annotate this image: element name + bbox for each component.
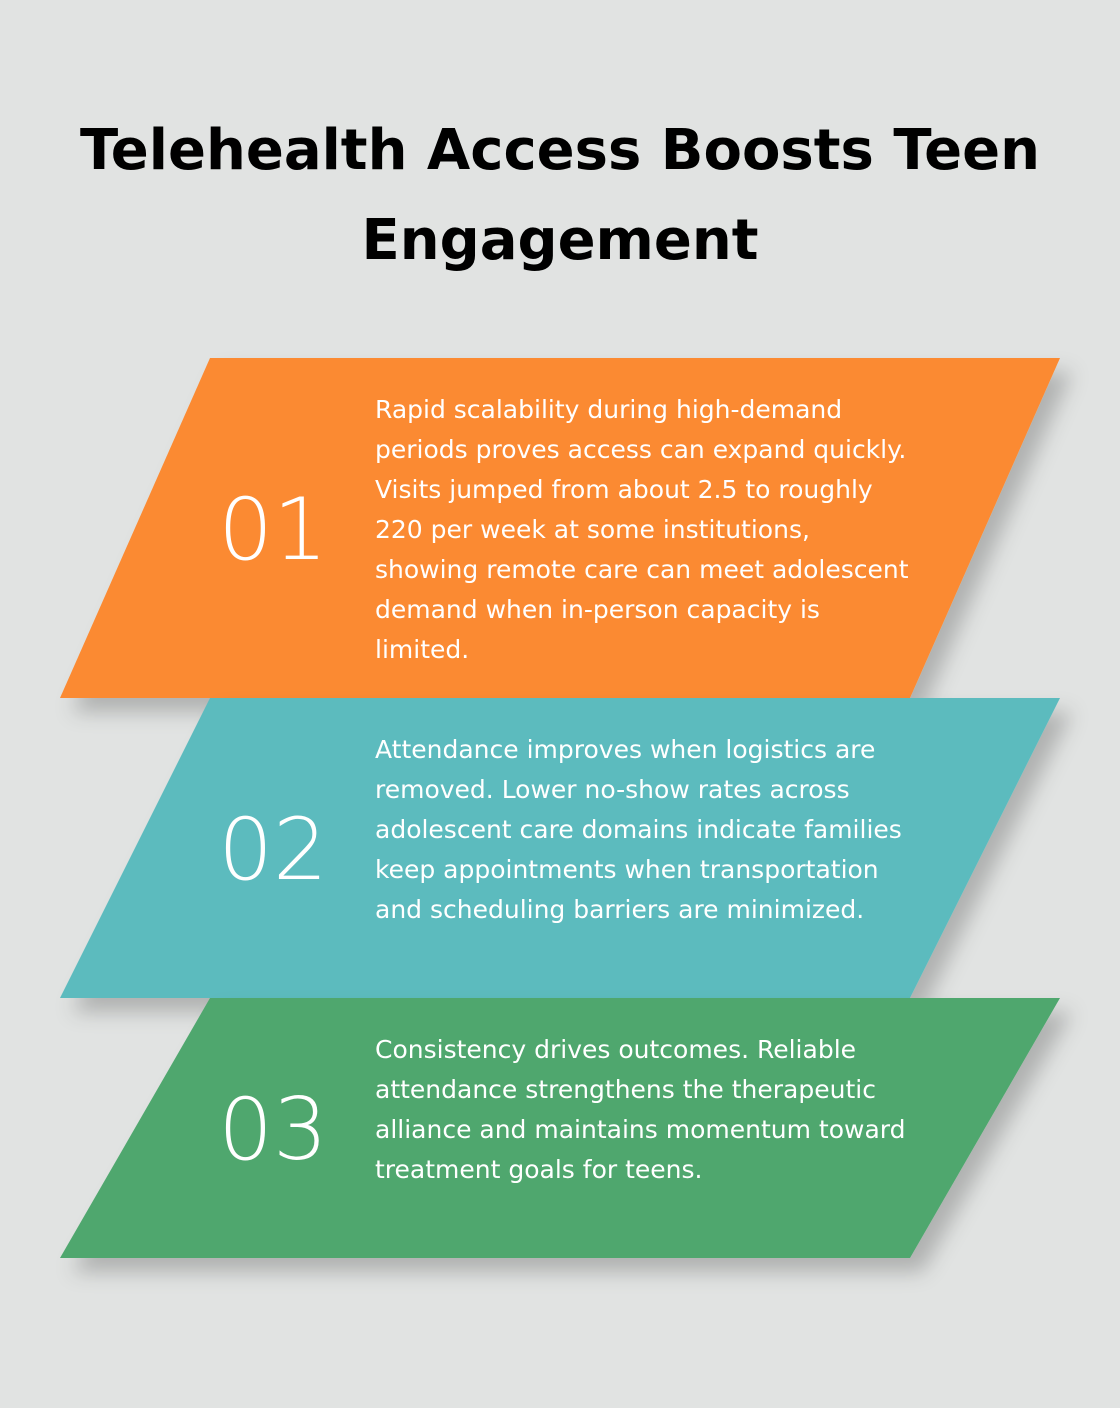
step-3-number: 03 [218, 1080, 328, 1180]
step-3-text: Consistency drives outcomes. Reliable at… [375, 1035, 906, 1184]
step-2-band [60, 698, 1060, 998]
step-2-number: 02 [218, 800, 328, 900]
step-1-band [60, 358, 1060, 698]
step-3-band [60, 998, 1060, 1258]
page-title: Telehealth Access Boosts Teen Engagement [80, 118, 1040, 273]
step-2-text: Attendance improves when logistics are r… [375, 735, 902, 924]
step-1-text: Rapid scalability during high-demand per… [375, 395, 909, 664]
step-1-number: 01 [218, 480, 328, 580]
